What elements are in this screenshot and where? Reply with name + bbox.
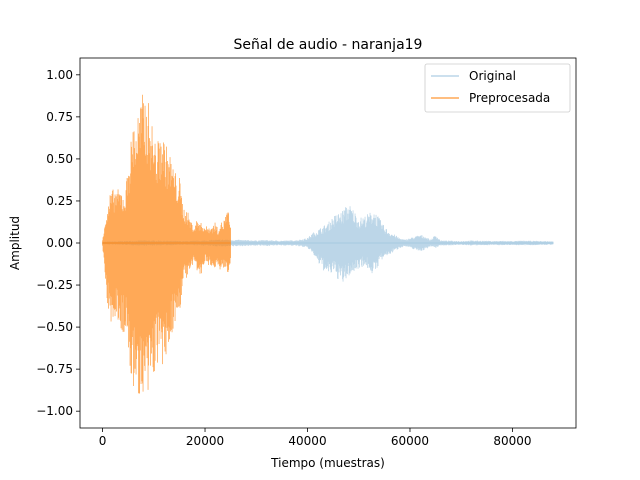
legend-label-original: Original: [469, 69, 516, 83]
series-preprocesada-waveform: [102, 94, 231, 394]
x-axis-ticks: 0 20000 40000 60000 80000: [99, 428, 532, 448]
legend: Original Preprocesada: [424, 63, 571, 113]
y-tick-label: −1.00: [36, 404, 73, 418]
chart-title: Señal de audio - naranja19: [234, 37, 423, 53]
series-layer: [102, 94, 554, 394]
x-tick-label: 0: [99, 434, 107, 448]
y-tick-label: 0.50: [46, 152, 73, 166]
x-axis-label: Tiempo (muestras): [270, 456, 385, 470]
series-preprocesada: [102, 94, 231, 394]
x-tick-label: 20000: [186, 434, 224, 448]
y-tick-label: 0.00: [46, 236, 73, 250]
y-tick-label: 0.25: [46, 194, 73, 208]
legend-label-preprocesada: Preprocesada: [469, 91, 550, 105]
y-tick-label: −0.50: [36, 320, 73, 334]
legend-box: [424, 63, 571, 113]
y-axis-label: Amplitud: [8, 216, 22, 270]
x-tick-label: 60000: [391, 434, 429, 448]
y-tick-label: −0.75: [36, 362, 73, 376]
y-tick-label: 0.75: [46, 110, 73, 124]
y-tick-label: 1.00: [46, 68, 73, 82]
y-axis-ticks: −1.00 −0.75 −0.50 −0.25 0.00 0.25 0.50 0.75 1.00: [36, 68, 80, 418]
y-tick-label: −0.25: [36, 278, 73, 292]
x-tick-label: 80000: [493, 434, 531, 448]
x-tick-label: 40000: [288, 434, 326, 448]
plot-area: [79, 57, 577, 429]
